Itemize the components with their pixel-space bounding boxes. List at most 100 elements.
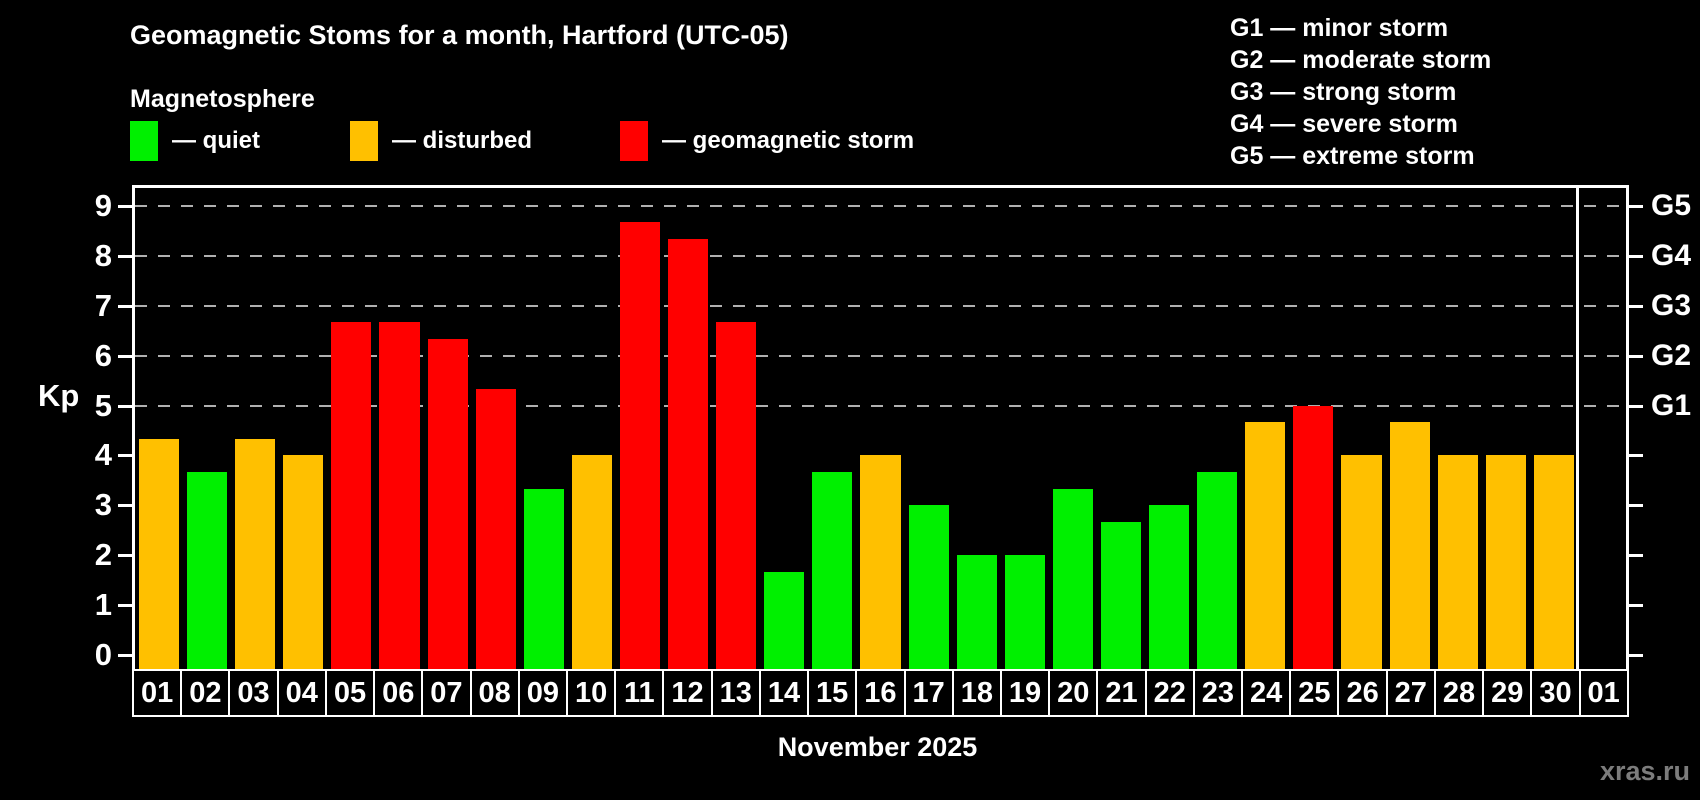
storm-scale-g5: G5 — extreme storm <box>1230 142 1475 170</box>
gridline-kp-5 <box>135 404 1626 407</box>
day-label-22: 22 <box>1144 669 1195 717</box>
day-label-09: 09 <box>517 669 568 717</box>
storm-color-swatch-icon <box>620 121 648 161</box>
bar-day-04-kp-4 <box>283 455 324 672</box>
legend-label-storm: — geomagnetic storm <box>662 127 915 154</box>
gridline-kp-9 <box>135 204 1626 207</box>
day-label-05: 05 <box>324 669 376 717</box>
chart-subtitle: Magnetosphere <box>130 85 315 113</box>
bar-day-07-kp-6.33 <box>427 339 468 672</box>
tick-left-kp-5 <box>118 404 132 408</box>
bar-day-09-kp-3.33 <box>523 488 564 672</box>
day-label-08: 08 <box>469 669 520 717</box>
y-tick-label-5: 5 <box>94 387 112 423</box>
storm-scale-g2: G2 — moderate storm <box>1230 46 1492 74</box>
y-tick-label-7: 7 <box>94 287 112 323</box>
bar-day-29-kp-4 <box>1485 455 1526 672</box>
right-axis-label-g1: G1 <box>1651 388 1692 422</box>
day-label-10: 10 <box>565 669 617 717</box>
legend-item-storm: — geomagnetic storm <box>620 121 914 161</box>
day-label-16: 16 <box>855 669 906 717</box>
y-tick-label-6: 6 <box>94 337 112 373</box>
y-tick-label-0: 0 <box>94 637 112 672</box>
chart-title: Geomagnetic Stoms for a month, Hartford … <box>130 20 789 50</box>
bar-day-03-kp-4.33 <box>235 438 276 672</box>
right-axis-label-g2: G2 <box>1651 338 1692 372</box>
day-label-23: 23 <box>1192 669 1244 717</box>
right-axis-label-g4: G4 <box>1651 238 1692 272</box>
y-tick-label-3: 3 <box>94 487 112 523</box>
day-label-02: 02 <box>180 669 231 717</box>
gridline-kp-6 <box>135 354 1626 357</box>
day-label-01: 01 <box>132 669 183 717</box>
bar-day-05-kp-6.67 <box>331 322 372 672</box>
tick-right-kp-1 <box>1629 604 1643 608</box>
storm-scale-legend: G1 — minor storm G2 — moderate storm G3 … <box>1230 12 1491 172</box>
day-label-07: 07 <box>421 669 472 717</box>
gridline-kp-8 <box>135 254 1626 257</box>
day-label-01-next-month: 01 <box>1578 669 1629 717</box>
tick-right-kp-5 <box>1629 404 1643 408</box>
tick-right-kp-0 <box>1629 654 1643 657</box>
tick-left-kp-7 <box>118 304 132 308</box>
tick-left-kp-1 <box>118 604 132 608</box>
day-label-12: 12 <box>662 669 713 717</box>
tick-left-kp-6 <box>118 354 132 358</box>
bar-day-15-kp-3.67 <box>812 471 853 672</box>
tick-left-kp-2 <box>118 554 132 558</box>
bar-day-19-kp-2 <box>1004 555 1045 672</box>
legend-label-quiet: — quiet <box>172 127 260 154</box>
day-label-24: 24 <box>1241 669 1292 717</box>
y-tick-label-2: 2 <box>94 537 112 573</box>
quiet-color-swatch-icon <box>130 121 158 161</box>
bar-day-28-kp-4 <box>1437 455 1478 672</box>
day-label-27: 27 <box>1385 669 1436 717</box>
tick-right-kp-3 <box>1629 504 1643 508</box>
legend-label-disturbed: — disturbed <box>392 127 533 154</box>
right-axis-label-g3: G3 <box>1651 288 1692 322</box>
bar-day-12-kp-8.33 <box>668 239 709 672</box>
day-label-28: 28 <box>1433 669 1485 717</box>
bar-day-01-kp-4.33 <box>139 438 180 672</box>
x-axis-label: November 2025 <box>777 732 978 762</box>
bar-day-27-kp-4.67 <box>1389 421 1430 672</box>
day-label-18: 18 <box>951 669 1002 717</box>
tick-right-kp-8 <box>1629 254 1643 258</box>
month-separator-line <box>1576 188 1580 672</box>
bar-day-23-kp-3.67 <box>1197 471 1238 672</box>
day-label-11: 11 <box>614 669 665 717</box>
tick-right-kp-6 <box>1629 354 1643 358</box>
watermark: xras.ru <box>1599 756 1690 786</box>
bar-day-02-kp-3.67 <box>187 471 228 672</box>
y-axis-label: Kp <box>38 378 80 413</box>
storm-scale-g3: G3 — strong storm <box>1230 78 1457 106</box>
day-label-14: 14 <box>758 669 810 717</box>
right-axis-label-g5: G5 <box>1651 188 1692 222</box>
storm-scale-g1: G1 — minor storm <box>1230 14 1449 42</box>
bar-day-10-kp-4 <box>571 455 612 672</box>
y-tick-label-9: 9 <box>94 187 112 223</box>
tick-left-kp-9 <box>118 204 132 208</box>
tick-left-kp-8 <box>118 254 132 258</box>
day-label-13: 13 <box>710 669 761 717</box>
bar-day-22-kp-3 <box>1149 505 1190 672</box>
gridline-kp-7 <box>135 304 1626 307</box>
tick-left-kp-0 <box>118 654 132 657</box>
bar-day-13-kp-6.67 <box>716 322 757 672</box>
y-tick-label-1: 1 <box>94 587 112 623</box>
bar-day-11-kp-8.67 <box>619 222 661 672</box>
day-label-17: 17 <box>903 669 954 717</box>
day-label-15: 15 <box>807 669 858 717</box>
bar-day-16-kp-4 <box>860 455 901 672</box>
bar-day-24-kp-4.67 <box>1245 421 1286 672</box>
bar-day-25-kp-5 <box>1293 405 1334 672</box>
day-label-21: 21 <box>1096 669 1147 717</box>
tick-right-kp-2 <box>1629 554 1643 558</box>
day-label-19: 19 <box>999 669 1051 717</box>
bar-day-20-kp-3.33 <box>1052 488 1093 672</box>
bar-day-30-kp-4 <box>1533 455 1574 672</box>
bar-day-14-kp-1.67 <box>764 571 805 672</box>
tick-left-kp-4 <box>118 454 132 458</box>
bar-day-17-kp-3 <box>908 505 949 672</box>
